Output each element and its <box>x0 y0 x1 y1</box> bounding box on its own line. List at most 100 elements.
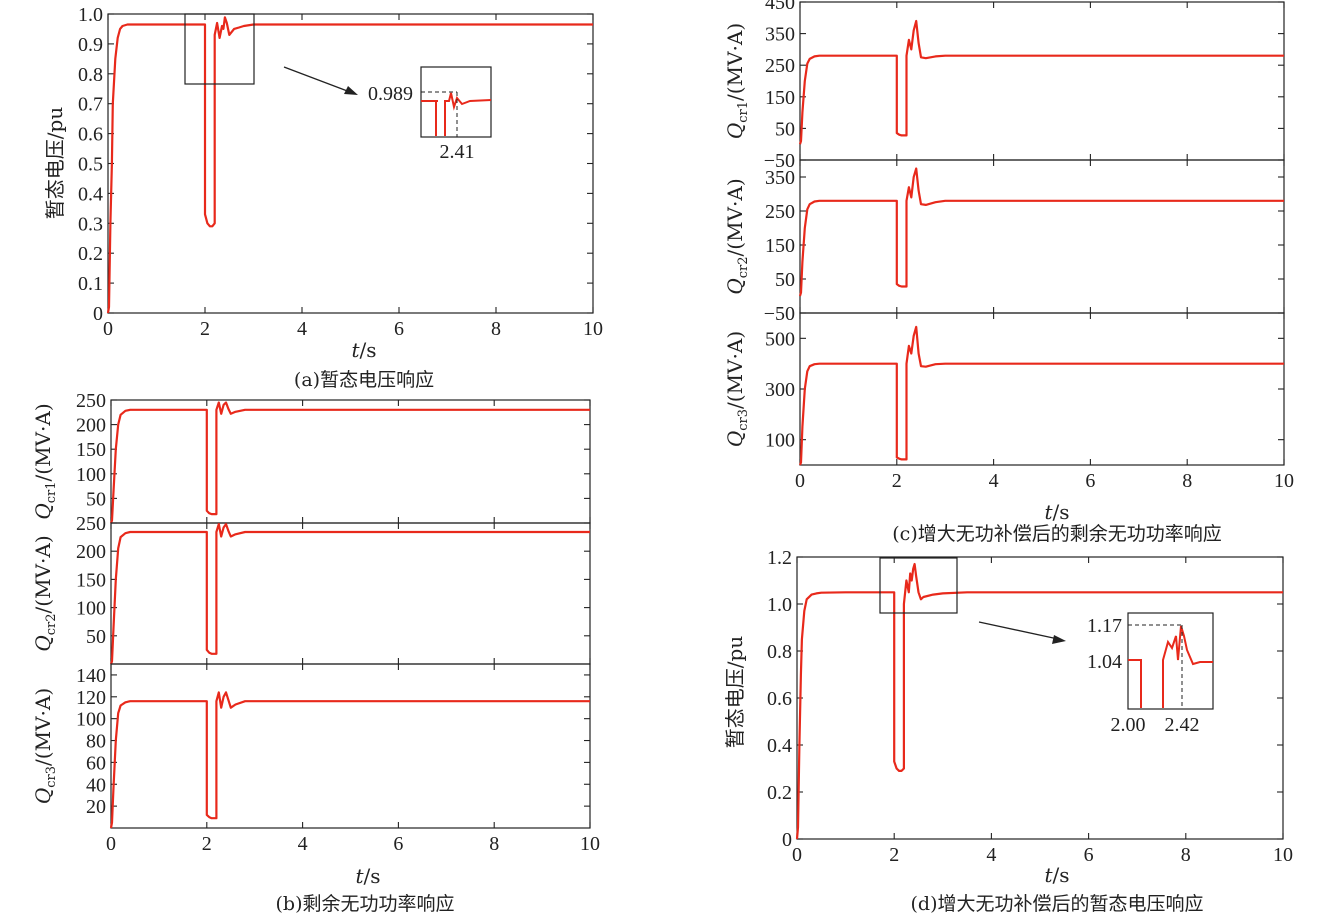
x-axis-label: t/s <box>1044 863 1069 887</box>
zoom-arrow <box>283 66 351 93</box>
x-tick-label: 0 <box>792 844 802 866</box>
plot-frame <box>110 663 591 829</box>
y-tick-label: 250 <box>76 390 106 412</box>
x-tick-label: 6 <box>1085 470 1095 492</box>
annotation-steady-value: 1.04 <box>1087 651 1122 673</box>
y-tick-label: 20 <box>86 796 106 818</box>
x-tick-label: 8 <box>1182 470 1192 492</box>
y-tick-label: 150 <box>76 569 106 591</box>
y-tick-label: 150 <box>76 439 106 461</box>
y-tick-label: 0.3 <box>78 213 103 235</box>
y-tick-label: 0.2 <box>78 243 103 265</box>
panel-b-2: 50 100 150 200 250 Qcr2/(MV·A) <box>31 513 591 665</box>
plot-frame <box>799 159 1285 314</box>
annotation-fault-time: 2.00 <box>1111 714 1146 736</box>
y-tick-label: 1.2 <box>767 547 792 569</box>
chart-caption: (c)增大无功补偿后的剩余无功功率响应 <box>892 523 1221 545</box>
y-tick-label: 1.0 <box>767 594 792 616</box>
zoom-region <box>879 557 958 614</box>
y-tick-label: 200 <box>76 415 106 437</box>
y-axis-label: Qcr2/(MV·A) <box>31 535 59 651</box>
x-tick-label: 8 <box>489 833 499 855</box>
annotation-peak-time: 2.42 <box>1165 714 1200 736</box>
series-line <box>109 523 590 665</box>
chart-d: 0 0.2 0.4 0.6 0.8 1.0 1.2 0 2 4 6 8 10 暂态电压/pu t/s (d)增… <box>723 547 1293 915</box>
plot-frame <box>110 522 591 665</box>
x-tick-label: 8 <box>491 318 501 340</box>
y-tick-label: 50 <box>86 626 106 648</box>
x-tick-label: 10 <box>583 318 603 340</box>
y-tick-label: 120 <box>76 687 106 709</box>
y-tick-label: 500 <box>765 328 795 350</box>
inset-trace <box>421 92 492 136</box>
y-tick-label: 250 <box>76 513 106 535</box>
x-tick-label: 10 <box>1274 470 1294 492</box>
y-axis-label: Qcr2/(MV·A) <box>723 178 751 294</box>
series-line <box>798 167 1284 297</box>
x-tick-label: 6 <box>393 833 403 855</box>
y-tick-label: 250 <box>765 201 795 223</box>
zoom-inset <box>1127 612 1214 710</box>
y-tick-label: 0.7 <box>78 94 103 116</box>
x-axis-label: t/s <box>351 338 376 362</box>
series-line <box>798 19 1284 145</box>
plot-frame <box>107 13 594 314</box>
y-axis-label: 暂态电压/pu <box>43 107 67 220</box>
y-tick-label: 100 <box>76 464 106 486</box>
series-line <box>106 16 593 314</box>
y-axis-label: 暂态电压/pu <box>723 636 747 749</box>
x-tick-label: 4 <box>297 318 307 340</box>
series-line <box>109 401 590 524</box>
y-tick-label: 0.4 <box>78 183 103 205</box>
x-tick-label: 6 <box>1084 844 1094 866</box>
panel-c-1: −50 50 150 250 350 450 Qcr1/(MV·A) <box>723 0 1285 172</box>
annotation-peak-value: 1.17 <box>1087 615 1122 637</box>
y-tick-label: 450 <box>765 0 795 14</box>
chart-caption: (d)增大无功补偿后的暂态电压响应 <box>911 893 1204 915</box>
arrow-head <box>344 86 358 95</box>
zoom-region <box>184 13 255 85</box>
x-tick-label: 4 <box>989 470 999 492</box>
x-tick-label: 0 <box>106 833 116 855</box>
y-tick-label: 0.4 <box>767 735 792 757</box>
x-tick-label: 8 <box>1181 844 1191 866</box>
y-tick-label: 50 <box>775 269 795 291</box>
chart-a: 0 0.1 0.2 0.3 0.4 0.5 0.6 0.7 0.8 0.9 1.0 0 2 4 6 8 10 暂态… <box>43 4 603 391</box>
arrow-head <box>1052 635 1066 644</box>
y-tick-label: 300 <box>765 379 795 401</box>
annotation-peak-value: 0.989 <box>368 83 413 105</box>
y-tick-label: 0.5 <box>78 154 103 176</box>
annotation-peak-time: 2.41 <box>440 141 475 163</box>
chart-caption: (a)暂态电压响应 <box>294 369 434 391</box>
panel-c-3: 100 300 500 0 2 4 6 8 10 Qcr3/(MV·A) <box>723 312 1294 492</box>
y-tick-label: 0 <box>93 303 103 325</box>
y-tick-label: 200 <box>76 541 106 563</box>
y-tick-label: 1.0 <box>78 4 103 26</box>
x-tick-label: 2 <box>892 470 902 492</box>
chart-b: 50100150200250Qcr1/(MV·A)50100150200250Q… <box>31 390 600 915</box>
y-tick-label: 100 <box>765 430 795 452</box>
chart-caption: (b)剩余无功功率响应 <box>276 893 455 915</box>
y-tick-label: 350 <box>765 167 795 189</box>
zoom-inset <box>420 66 492 138</box>
y-axis-label: Qcr3/(MV·A) <box>31 688 59 804</box>
y-axis-label: Qcr1/(MV·A) <box>31 403 59 519</box>
inset-trace <box>1128 625 1213 708</box>
series-line <box>109 691 590 829</box>
plot-frame <box>799 1 1285 161</box>
y-tick-label: −50 <box>764 150 795 172</box>
y-tick-label: 80 <box>86 731 106 753</box>
y-tick-label: 150 <box>765 235 795 257</box>
y-tick-label: 0 <box>782 829 792 851</box>
panel-c-2: −50 50 150 250 350 Qcr2/(MV·A) <box>723 159 1285 325</box>
y-tick-label: 150 <box>765 87 795 109</box>
zoom-arrow <box>978 621 1059 640</box>
x-tick-label: 10 <box>1273 844 1293 866</box>
series-line <box>795 562 1283 840</box>
x-axis-label: t/s <box>355 864 380 888</box>
y-tick-label: 60 <box>86 752 106 774</box>
y-tick-label: −50 <box>764 303 795 325</box>
y-tick-label: 40 <box>86 774 106 796</box>
